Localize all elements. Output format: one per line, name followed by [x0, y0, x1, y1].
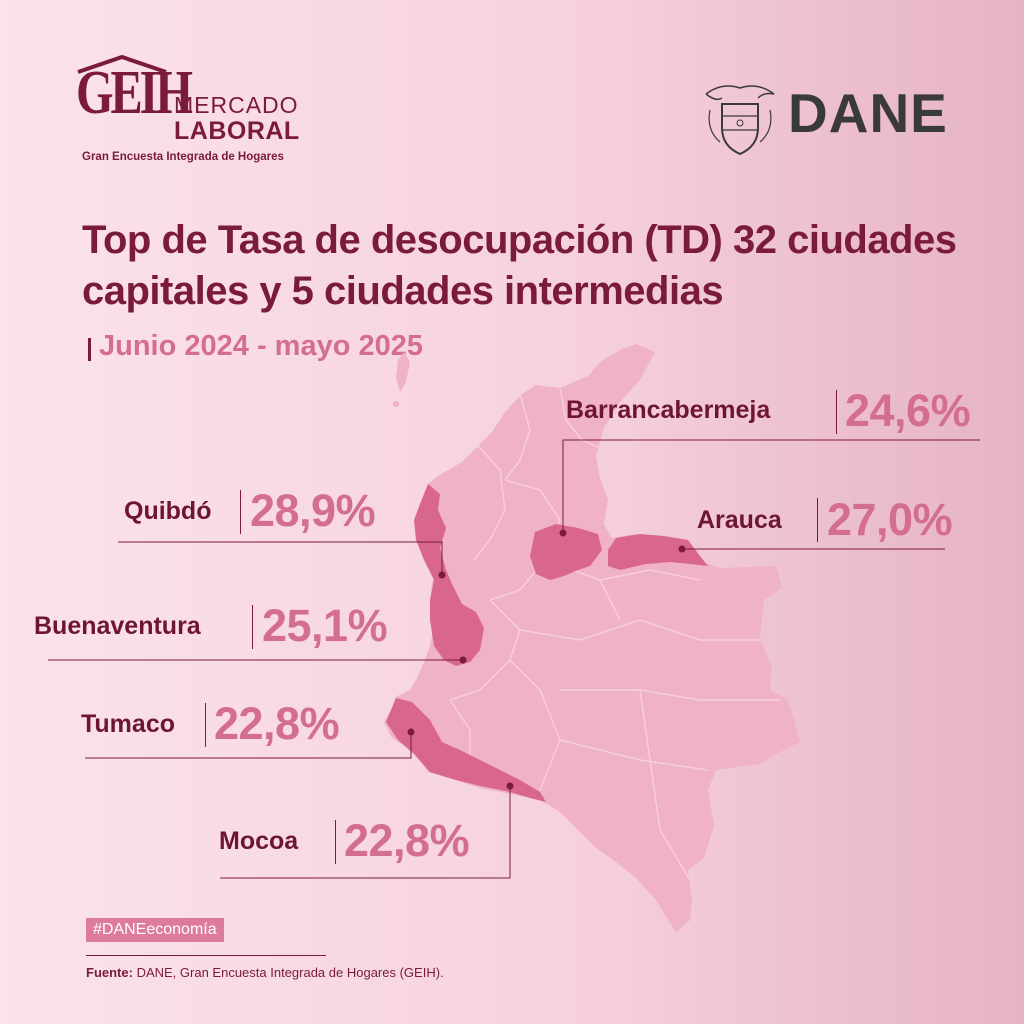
tumaco-marker: [407, 728, 415, 736]
arauca-region: [608, 534, 708, 570]
arauca-marker: [678, 545, 686, 553]
pacific-coast-region: [414, 484, 484, 666]
dane-wordmark: DANE: [788, 82, 948, 144]
separator: [335, 820, 336, 864]
separator: [252, 605, 253, 649]
value-barrancabermeja: 24,6%: [845, 385, 971, 436]
value-mocoa: 22,8%: [344, 815, 470, 866]
source-text: DANE, Gran Encuesta Integrada de Hogares…: [132, 965, 444, 980]
period-label: Junio 2024 - mayo 2025: [99, 330, 423, 362]
geih-mercado: MERCADO: [174, 92, 299, 118]
city-buenaventura: Buenaventura: [34, 612, 201, 640]
page-title: Top de Tasa de desocupación (TD) 32 ciud…: [82, 218, 957, 313]
footer-divider: [86, 955, 326, 956]
separator: [205, 703, 206, 747]
roof-icon: [77, 54, 167, 74]
source-note: Fuente: DANE, Gran Encuesta Integrada de…: [86, 965, 444, 980]
period-marker: [88, 338, 91, 361]
hashtag-badge: #DANEeconomía: [86, 918, 224, 942]
value-buenaventura: 25,1%: [262, 600, 388, 651]
geih-subtitle: Gran Encuesta Integrada de Hogares: [82, 151, 284, 163]
barrancabermeja-marker: [559, 529, 567, 537]
city-arauca: Arauca: [697, 506, 782, 534]
city-markers: [407, 529, 686, 790]
source-label: Fuente:: [86, 965, 133, 980]
value-arauca: 27,0%: [827, 494, 953, 545]
value-quibdo: 28,9%: [250, 485, 376, 536]
santander-region: [530, 524, 602, 580]
san-andres-island: [396, 352, 410, 392]
coat-of-arms-icon: [705, 85, 775, 156]
mocoa-marker: [506, 782, 514, 790]
providencia-island: [393, 401, 399, 407]
geih-mark: GEIH: [76, 59, 193, 127]
buenaventura-marker: [459, 656, 467, 664]
quibdo-marker: [438, 571, 446, 579]
geih-laboral: LABORAL: [174, 117, 300, 145]
separator: [836, 390, 837, 434]
value-tumaco: 22,8%: [214, 698, 340, 749]
city-quibdo: Quibdó: [124, 497, 212, 525]
separator: [240, 490, 241, 534]
city-barrancabermeja: Barrancabermeja: [566, 396, 771, 424]
separator: [817, 498, 818, 542]
city-mocoa: Mocoa: [219, 827, 299, 855]
city-tumaco: Tumaco: [81, 710, 175, 738]
leader-lines: [48, 439, 980, 879]
narino-putumayo-region: [386, 698, 546, 802]
dane-logo: DANE: [702, 80, 947, 162]
